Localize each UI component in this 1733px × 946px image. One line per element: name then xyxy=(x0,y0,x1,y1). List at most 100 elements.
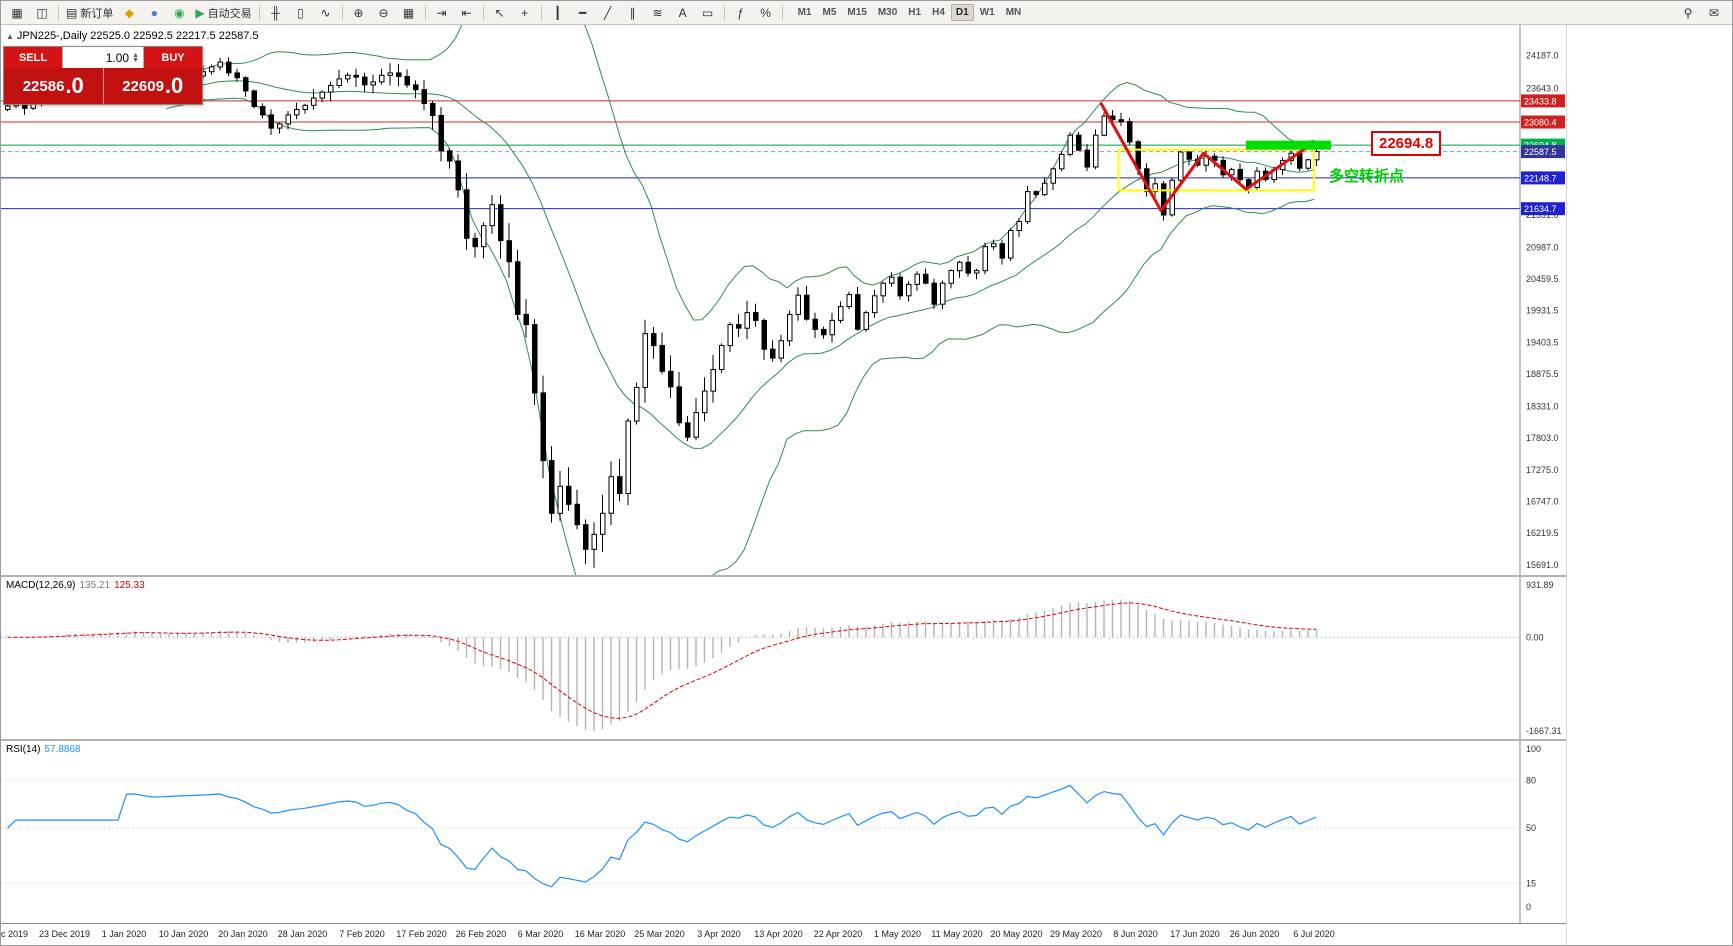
x-axis-date: 7 Feb 2020 xyxy=(339,929,385,939)
vertical-line-icon[interactable]: ┃ xyxy=(546,3,570,22)
rsi-panel[interactable]: 100 80 50 15 0 RSI(14) 57.8868 xyxy=(1,741,1566,923)
timeframe-m15-button[interactable]: M15 xyxy=(847,7,867,18)
text-icon: A xyxy=(678,5,687,20)
x-axis-date: 26 Jun 2020 xyxy=(1229,929,1280,939)
x-axis-date: 6 Mar 2020 xyxy=(517,929,564,939)
chat-icon[interactable]: ✉ xyxy=(1708,5,1720,20)
volume-stepper-icon[interactable]: ▲ ▼ xyxy=(132,51,139,64)
rsi-label: RSI(14) 57.8868 xyxy=(6,744,81,755)
toolbar-left-group: ▦ ◫ ▤ 新订单 ◆ ● ◉ ▶ 自动交易 ╫ ▯ ∿ ⊕ ⊖ ▦ ⇥ ⇤ ↖ + ┃ ━ ╱ ∥ ≋ A ▭ ƒ% xyxy=(5,3,786,22)
buy-price-main: 22609 xyxy=(122,77,164,95)
panel-divider[interactable] xyxy=(1,575,1566,577)
bar-chart-icon[interactable]: ╫ xyxy=(264,3,288,22)
x-axis-date: 1 May 2020 xyxy=(873,929,922,939)
main-chart-canvas[interactable]: 24187.023643.021531.020987.020459.519931… xyxy=(1,25,1566,575)
workspace: 24187.023643.021531.020987.020459.519931… xyxy=(0,25,1732,945)
volume-input[interactable]: 1.00 ▲ ▼ xyxy=(62,47,144,68)
x-axis-date: 23 Dec 2019 xyxy=(38,929,91,939)
vertical-line-icon: ┃ xyxy=(553,5,562,20)
price-callout[interactable]: 22694.8 xyxy=(1371,131,1442,156)
svg-text:0: 0 xyxy=(1526,902,1531,912)
macd-panel[interactable]: 931.89 0.00 -1667.31 MACD(12,26,9) 135.21 12… xyxy=(1,577,1566,739)
label-icon[interactable]: ▭ xyxy=(696,3,720,22)
x-axis-date: 8 Jun 2020 xyxy=(1113,929,1158,939)
timeframe-m5-button[interactable]: M5 xyxy=(822,7,837,18)
crosshair-icon[interactable]: + xyxy=(513,3,537,22)
new-order-button-label: 新订单 xyxy=(80,7,114,20)
timeframe-m30-button[interactable]: M30 xyxy=(877,7,898,18)
x-axis-date: 10 Jan 2020 xyxy=(158,929,209,939)
auto-scroll-icon[interactable]: ⇥ xyxy=(430,3,454,22)
zoom-out-icon[interactable]: ⊖ xyxy=(372,3,396,22)
toolbar-separator xyxy=(58,4,59,21)
indicators-icon[interactable]: ƒ xyxy=(729,3,753,22)
accounts-icon: ● xyxy=(150,5,158,20)
x-axis-date: 3 Dec 2019 xyxy=(0,929,29,939)
cursor-icon: ↖ xyxy=(494,5,505,20)
bar-chart-icon: ╫ xyxy=(271,5,280,20)
macd-canvas[interactable]: 931.89 0.00 -1667.31 xyxy=(1,577,1566,739)
cycles-icon[interactable]: % xyxy=(754,3,778,22)
svg-text:22587.5: 22587.5 xyxy=(1524,147,1557,157)
profiles-icon: ◫ xyxy=(36,5,48,20)
panel-divider[interactable] xyxy=(1,739,1566,741)
line-chart-icon: ∿ xyxy=(320,5,331,20)
timeframe-h4-button[interactable]: H4 xyxy=(932,7,945,18)
timeframe-w1-button[interactable]: W1 xyxy=(979,7,995,18)
time-scale[interactable]: 3 Dec 2019 23 Dec 2019 1 Jan 2020 10 Jan 20… xyxy=(0,923,1566,945)
toolbar: ▦ ◫ ▤ 新订单 ◆ ● ◉ ▶ 自动交易 ╫ ▯ ∿ ⊕ ⊖ ▦ ⇥ ⇤ ↖ + ┃ ━ ╱ ∥ ≋ A ▭ ƒ% M1 M5 M1… xyxy=(1,1,1732,25)
autotrading-button[interactable]: ▶ 自动交易 xyxy=(192,3,254,22)
uptick-icon: ▲ xyxy=(6,32,14,41)
charts-grid-icon[interactable]: ▦ xyxy=(5,3,29,22)
community-icon[interactable]: ◉ xyxy=(167,3,191,22)
timeframe-m1-button[interactable]: M1 xyxy=(797,7,812,18)
label-icon: ▭ xyxy=(701,5,714,20)
buy-button[interactable]: BUY xyxy=(144,47,202,68)
deposit-icon: ◆ xyxy=(124,5,134,20)
svg-text:0.00: 0.00 xyxy=(1526,632,1544,642)
line-chart-icon[interactable]: ∿ xyxy=(314,3,338,22)
x-axis-date: 17 Feb 2020 xyxy=(396,929,447,939)
buy-price[interactable]: 22609 .0 xyxy=(102,68,203,104)
annotation-text[interactable]: 多空转折点 xyxy=(1329,168,1405,185)
rsi-canvas[interactable]: 100 80 50 15 0 xyxy=(1,741,1566,923)
chart-shift-icon[interactable]: ⇤ xyxy=(455,3,479,22)
timeframe-mn-button[interactable]: MN xyxy=(1005,7,1022,18)
toolbar-separator xyxy=(258,4,260,21)
timeframe-h1-button[interactable]: H1 xyxy=(908,7,922,18)
svg-text:23433.8: 23433.8 xyxy=(1524,96,1557,106)
toolbar-separator xyxy=(424,4,426,21)
main-chart-panel[interactable]: 24187.023643.021531.020987.020459.519931… xyxy=(1,25,1566,575)
profiles-icon[interactable]: ◫ xyxy=(30,3,54,22)
deposit-icon[interactable]: ◆ xyxy=(117,3,141,22)
sell-price[interactable]: 22586 .0 xyxy=(4,68,103,104)
text-icon[interactable]: A xyxy=(671,3,695,22)
fibonacci-icon[interactable]: ≋ xyxy=(646,3,670,22)
candlestick-chart-icon[interactable]: ▯ xyxy=(289,3,313,22)
x-axis-date: 1 Jan 2020 xyxy=(101,929,147,939)
svg-text:15691.0: 15691.0 xyxy=(1526,560,1559,570)
autotrading-button-label: 自动交易 xyxy=(207,7,252,20)
accounts-icon[interactable]: ● xyxy=(142,3,166,22)
x-axis-date: 20 Jan 2020 xyxy=(218,929,268,939)
sell-button[interactable]: SELL xyxy=(4,47,62,68)
svg-text:23643.0: 23643.0 xyxy=(1526,83,1559,93)
zoom-in-icon[interactable]: ⊕ xyxy=(347,3,371,22)
volume-value: 1.00 xyxy=(105,50,130,65)
horizontal-line-icon[interactable]: ━ xyxy=(571,3,595,22)
zoom-out-icon: ⊖ xyxy=(378,5,389,20)
candlestick-chart-icon: ▯ xyxy=(297,5,304,20)
svg-text:24187.0: 24187.0 xyxy=(1526,51,1559,61)
x-axis-date: 28 Jan 2020 xyxy=(277,929,328,939)
x-axis-date: 3 Apr 2020 xyxy=(697,929,741,939)
tile-windows-icon[interactable]: ▦ xyxy=(397,3,421,22)
timeframe-d1-button[interactable]: D1 xyxy=(950,4,974,21)
channel-icon[interactable]: ∥ xyxy=(621,3,645,22)
toolbar-right-group: ⚲ ✉ xyxy=(1676,3,1728,22)
search-icon[interactable]: ⚲ xyxy=(1683,5,1693,20)
cursor-icon[interactable]: ↖ xyxy=(488,3,512,22)
toolbar-separator xyxy=(781,4,783,21)
trendline-icon[interactable]: ╱ xyxy=(596,3,620,22)
new-order-button[interactable]: ▤ 新订单 xyxy=(63,3,116,22)
